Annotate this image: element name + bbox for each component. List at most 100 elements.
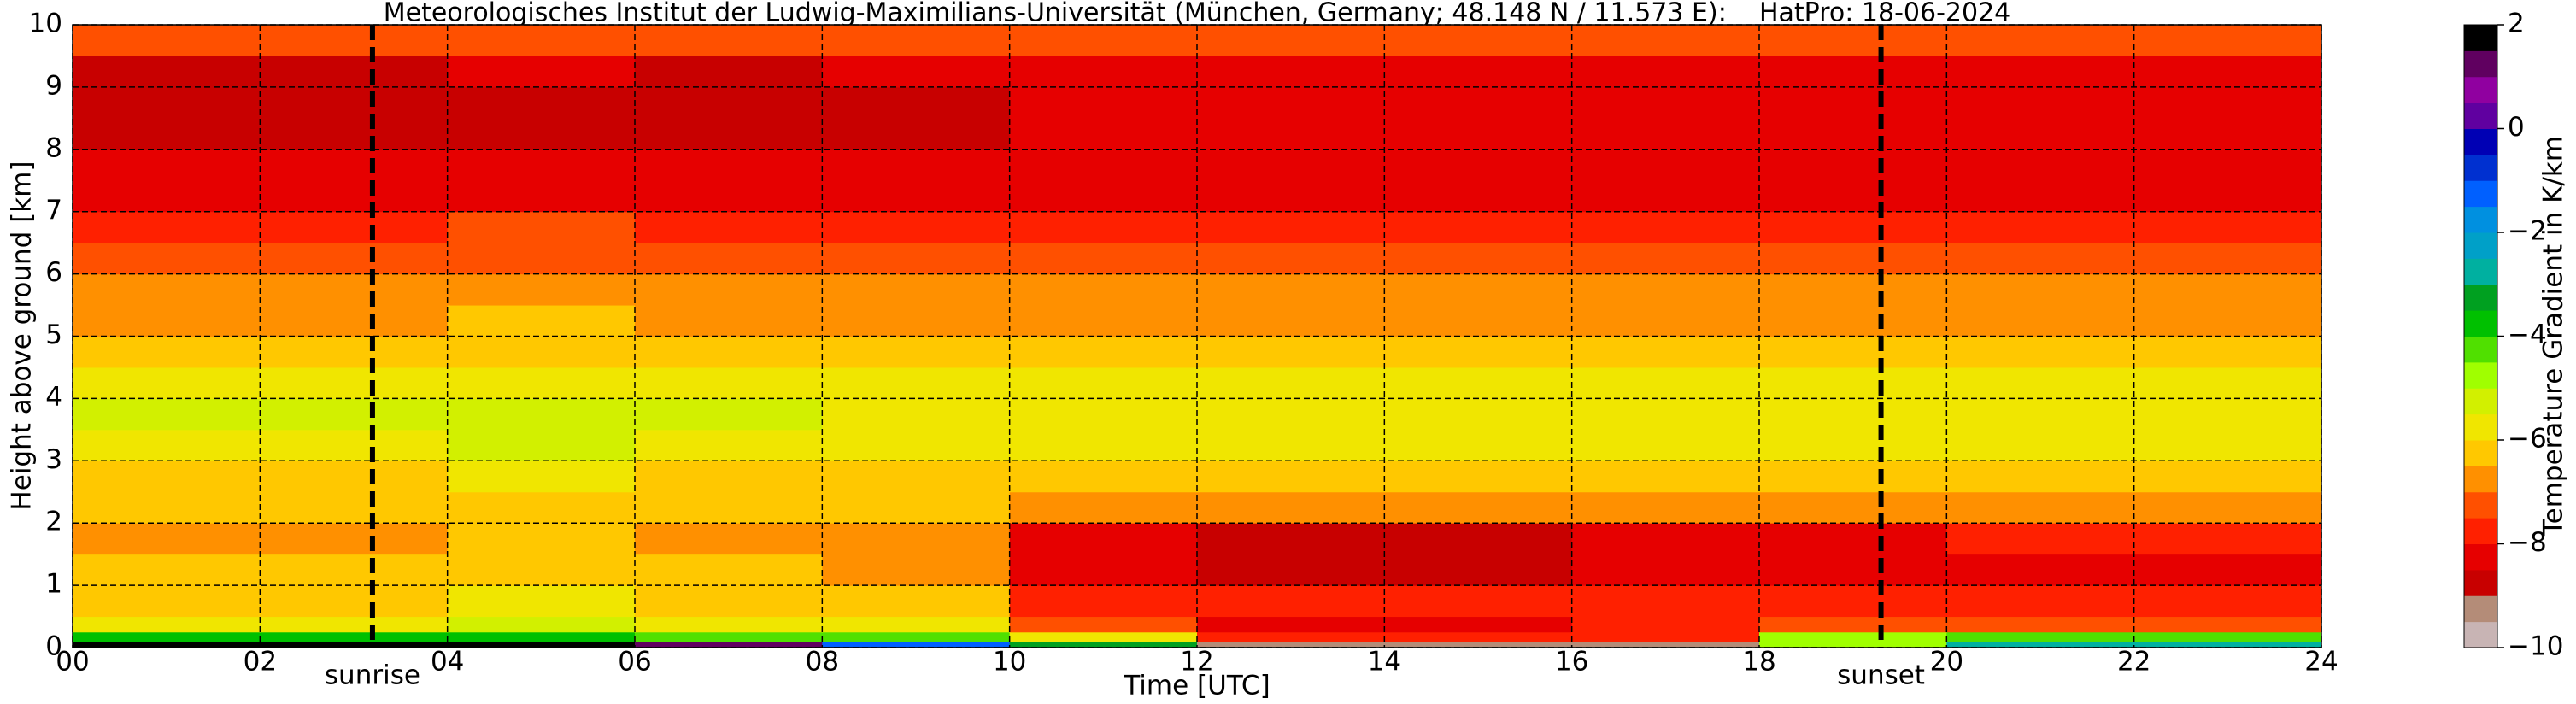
heatmap-cell	[635, 149, 823, 181]
x-tick-label: 04	[431, 647, 464, 678]
heatmap-cell	[1759, 86, 1947, 119]
heatmap-cell	[260, 243, 449, 275]
event-label: sunrise	[325, 660, 420, 691]
heatmap-cell	[1759, 25, 1947, 56]
heatmap-cell	[635, 367, 823, 399]
heatmap-cell	[2133, 641, 2322, 648]
heatmap-cell	[1946, 336, 2135, 368]
heatmap-cell	[1571, 243, 1760, 275]
heatmap-cell	[1384, 336, 1573, 368]
heatmap-cell	[1197, 429, 1385, 461]
heatmap-cell	[1009, 631, 1198, 642]
heatmap-cell	[73, 631, 261, 642]
heatmap-cell	[447, 118, 636, 150]
heatmap-cell	[447, 86, 636, 119]
heatmap-cell	[2133, 523, 2322, 555]
heatmap-cell	[73, 367, 261, 399]
colorbar-bin	[2464, 206, 2497, 233]
y-tick-label: 1	[45, 569, 62, 600]
heatmap-cell	[73, 585, 261, 618]
heatmap-cell	[1946, 554, 2135, 586]
heatmap-cell	[1009, 243, 1198, 275]
heatmap-cell	[822, 641, 1011, 648]
plot-frame	[72, 24, 2322, 648]
heatmap-cell	[1384, 616, 1573, 633]
heatmap-cell	[1009, 398, 1198, 431]
heatmap-cell	[822, 243, 1011, 275]
heatmap-cell	[1009, 491, 1198, 524]
heatmap-cell	[1197, 554, 1385, 586]
x-tick-label: 10	[993, 647, 1026, 678]
heatmap-cell	[635, 523, 823, 555]
heatmap-cell	[2133, 86, 2322, 119]
heatmap-cell	[447, 180, 636, 213]
heatmap-cell	[1571, 631, 1760, 642]
heatmap-cell	[1197, 641, 1385, 648]
colorbar-bin	[2464, 180, 2497, 208]
heatmap-cell	[635, 616, 823, 633]
colorbar-bin	[2464, 543, 2497, 571]
heatmap-cell	[447, 243, 636, 275]
colorbar-bin	[2464, 128, 2497, 155]
heatmap-cell	[1197, 523, 1385, 555]
heatmap-cell	[260, 491, 449, 524]
heatmap-cell	[635, 336, 823, 368]
colorbar-bin	[2464, 50, 2497, 78]
heatmap-cell	[2133, 273, 2322, 306]
heatmap-cell	[1571, 305, 1760, 337]
heatmap-cell	[447, 56, 636, 88]
colorbar-bin	[2464, 518, 2497, 544]
x-axis-label: Time [UTC]	[1123, 671, 1270, 701]
colorbar-bin	[2464, 569, 2497, 596]
heatmap-cell	[1384, 56, 1573, 88]
heatmap-cell	[822, 616, 1011, 633]
heatmap-cell	[1946, 491, 2135, 524]
x-tick-label: 24	[2304, 647, 2338, 678]
heatmap-cell	[822, 461, 1011, 493]
heatmap-cell	[822, 585, 1011, 618]
heatmap-cell	[1759, 523, 1947, 555]
heatmap-cell	[1197, 25, 1385, 56]
heatmap-cell	[822, 118, 1011, 150]
heatmap-cell	[1759, 243, 1947, 275]
colorbar-bin	[2464, 310, 2497, 337]
heatmap-cell	[822, 273, 1011, 306]
heatmap-cell	[1571, 273, 1760, 306]
heatmap-cell	[2133, 491, 2322, 524]
heatmap-cell	[260, 86, 449, 119]
heatmap-cell	[2133, 243, 2322, 275]
heatmap-cell	[635, 305, 823, 337]
heatmap-cell	[1384, 585, 1573, 618]
heatmap-cell	[73, 149, 261, 181]
heatmap-cell	[1571, 211, 1760, 243]
heatmap-cell	[2133, 461, 2322, 493]
heatmap-cell	[1759, 336, 1947, 368]
heatmap-cell	[260, 149, 449, 181]
heatmap-cell	[1197, 616, 1385, 633]
y-tick-label: 5	[45, 320, 62, 350]
heatmap-cell	[260, 641, 449, 648]
colorbar-label: Temperature Gradient in K/km	[2538, 136, 2569, 537]
heatmap-cell	[635, 585, 823, 618]
heatmap-cell	[1571, 56, 1760, 88]
heatmap-cell	[2133, 118, 2322, 150]
heatmap-cell	[1197, 118, 1385, 150]
colorbar-tick-label: −8	[2508, 527, 2547, 558]
heatmap-cell	[822, 180, 1011, 213]
y-tick-label: 7	[45, 195, 62, 226]
y-tick-label: 6	[45, 257, 62, 288]
heatmap-cell	[260, 523, 449, 555]
heatmap-cell	[447, 149, 636, 181]
heatmap-cell	[822, 367, 1011, 399]
heatmap-cell	[2133, 429, 2322, 461]
heatmap-cell	[1009, 367, 1198, 399]
heatmap-cell	[1759, 398, 1947, 431]
heatmap-cell	[635, 461, 823, 493]
heatmap-cell	[73, 491, 261, 524]
heatmap-cell	[2133, 554, 2322, 586]
heatmap-cell	[447, 273, 636, 306]
heatmap-cell	[1384, 243, 1573, 275]
heatmap-cell	[447, 641, 636, 648]
heatmap-cell	[1197, 149, 1385, 181]
heatmap-cell	[822, 211, 1011, 243]
